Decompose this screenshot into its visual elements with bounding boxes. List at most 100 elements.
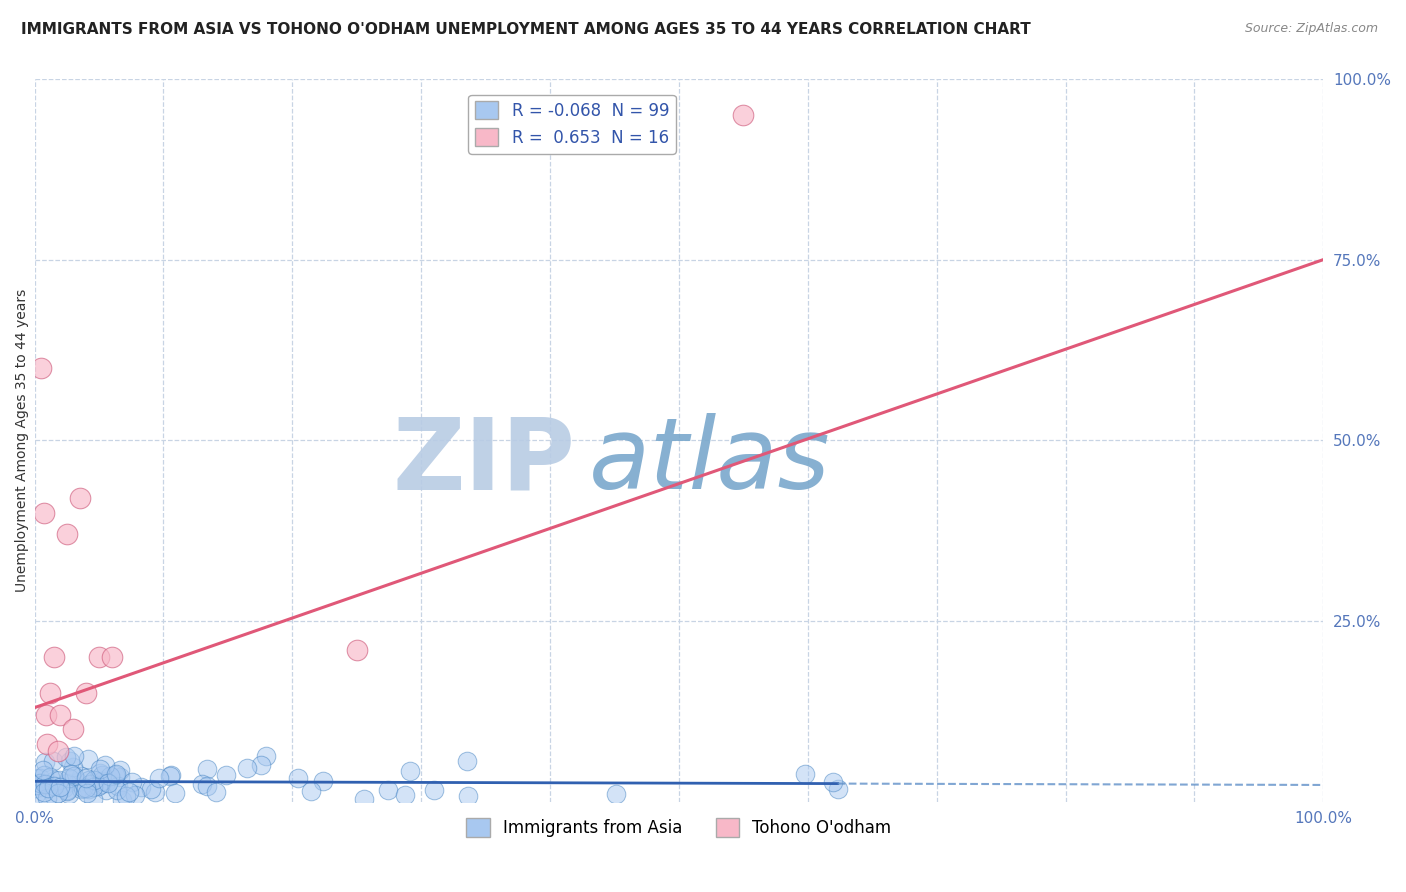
Point	[148, 771, 170, 785]
Point	[72, 781, 94, 796]
Point	[56, 783, 79, 797]
Point	[111, 792, 134, 806]
Point	[30, 361, 52, 376]
Point	[377, 782, 399, 797]
Point	[58, 771, 80, 785]
Point	[32, 763, 55, 777]
Point	[56, 775, 79, 789]
Point	[89, 763, 111, 777]
Point	[32, 767, 55, 781]
Point	[82, 791, 104, 805]
Text: Source: ZipAtlas.com: Source: ZipAtlas.com	[1244, 22, 1378, 36]
Point	[70, 769, 93, 783]
Point	[107, 779, 129, 793]
Point	[32, 785, 55, 799]
Point	[63, 769, 86, 783]
Point	[75, 771, 97, 785]
Point	[53, 780, 76, 795]
Point	[27, 778, 49, 792]
Point	[42, 650, 65, 665]
Point	[235, 761, 257, 775]
Point	[46, 786, 69, 800]
Point	[44, 789, 66, 804]
Point	[82, 780, 104, 794]
Point	[121, 775, 143, 789]
Point	[70, 781, 93, 796]
Point	[195, 779, 218, 793]
Point	[55, 527, 77, 541]
Point	[214, 768, 236, 782]
Point	[48, 773, 70, 788]
Point	[108, 770, 131, 784]
Point	[105, 782, 128, 797]
Point	[75, 686, 97, 700]
Text: atlas: atlas	[589, 414, 831, 510]
Point	[456, 754, 478, 768]
Point	[42, 754, 65, 768]
Point	[94, 758, 117, 772]
Point	[49, 780, 72, 795]
Point	[83, 772, 105, 787]
Point	[110, 764, 132, 778]
Point	[254, 748, 277, 763]
Point	[98, 769, 121, 783]
Point	[69, 491, 91, 505]
Point	[25, 780, 48, 795]
Point	[160, 768, 183, 782]
Point	[79, 777, 101, 791]
Point	[49, 707, 72, 722]
Point	[139, 782, 162, 797]
Point	[59, 754, 82, 768]
Point	[423, 783, 446, 797]
Point	[42, 779, 65, 793]
Point	[55, 750, 77, 764]
Point	[91, 774, 114, 789]
Point	[115, 789, 138, 803]
Point	[353, 792, 375, 806]
Point	[191, 777, 214, 791]
Point	[143, 785, 166, 799]
Point	[76, 752, 98, 766]
Legend: Immigrants from Asia, Tohono O'odham: Immigrants from Asia, Tohono O'odham	[460, 812, 898, 844]
Point	[195, 762, 218, 776]
Point	[457, 789, 479, 803]
Text: ZIP: ZIP	[392, 414, 576, 510]
Point	[398, 764, 420, 778]
Point	[104, 768, 127, 782]
Point	[605, 788, 627, 802]
Point	[75, 780, 97, 795]
Point	[62, 760, 84, 774]
Point	[32, 506, 55, 520]
Point	[56, 782, 79, 797]
Point	[346, 643, 368, 657]
Point	[827, 781, 849, 796]
Point	[118, 785, 141, 799]
Y-axis label: Unemployment Among Ages 35 to 44 years: Unemployment Among Ages 35 to 44 years	[15, 289, 30, 592]
Point	[34, 777, 56, 791]
Point	[34, 755, 56, 769]
Point	[124, 788, 146, 802]
Point	[794, 767, 817, 781]
Point	[37, 737, 59, 751]
Point	[24, 771, 46, 785]
Point	[44, 772, 66, 787]
Point	[28, 776, 51, 790]
Point	[733, 108, 755, 122]
Point	[39, 686, 62, 700]
Point	[37, 781, 59, 796]
Text: IMMIGRANTS FROM ASIA VS TOHONO O'ODHAM UNEMPLOYMENT AMONG AGES 35 TO 44 YEARS CO: IMMIGRANTS FROM ASIA VS TOHONO O'ODHAM U…	[21, 22, 1031, 37]
Point	[299, 784, 322, 798]
Point	[129, 780, 152, 794]
Point	[77, 772, 100, 787]
Point	[39, 770, 62, 784]
Point	[59, 767, 82, 781]
Point	[77, 782, 100, 797]
Point	[89, 766, 111, 780]
Point	[163, 786, 186, 800]
Point	[249, 757, 271, 772]
Point	[46, 744, 69, 758]
Point	[37, 791, 59, 805]
Point	[90, 768, 112, 782]
Point	[312, 773, 335, 788]
Point	[394, 788, 416, 802]
